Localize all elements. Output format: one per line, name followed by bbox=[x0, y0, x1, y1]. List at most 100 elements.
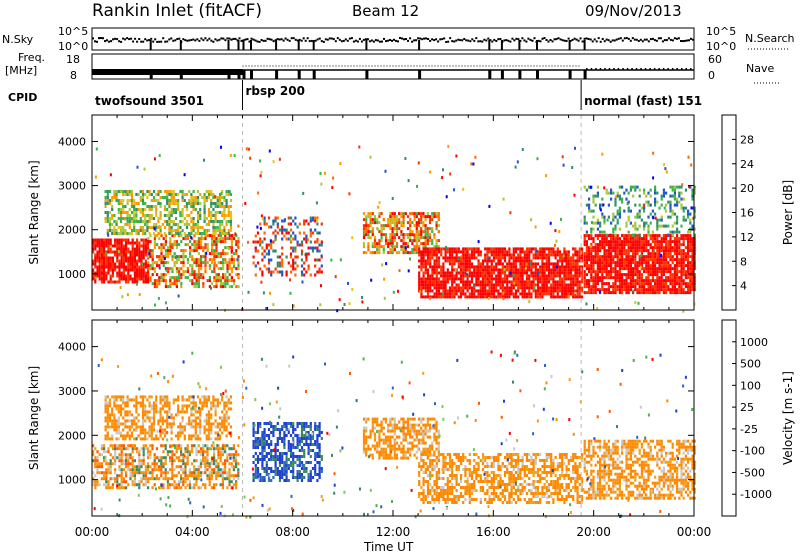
data-pixel bbox=[422, 277, 425, 281]
data-pixel bbox=[125, 259, 128, 263]
data-pixel bbox=[163, 205, 167, 208]
nsky-point bbox=[140, 40, 143, 43]
data-pixel bbox=[100, 268, 103, 272]
data-pixel bbox=[294, 249, 297, 253]
data-pixel bbox=[234, 232, 237, 236]
data-pixel bbox=[415, 251, 418, 255]
data-pixel bbox=[687, 282, 690, 286]
colorbar-tick-label: 12 bbox=[740, 231, 754, 244]
data-pixel bbox=[171, 270, 174, 274]
data-pixel bbox=[514, 292, 518, 296]
data-pixel bbox=[402, 212, 405, 216]
data-pixel bbox=[556, 268, 559, 272]
data-pixel bbox=[634, 255, 637, 259]
data-pixel bbox=[435, 250, 438, 254]
data-pixel bbox=[530, 271, 533, 275]
data-pixel bbox=[484, 265, 487, 269]
data-pixel bbox=[565, 250, 568, 254]
data-pixel bbox=[647, 203, 650, 207]
data-pixel bbox=[172, 220, 175, 223]
data-pixel bbox=[671, 279, 674, 283]
data-pixel bbox=[131, 483, 134, 487]
nave-point bbox=[667, 68, 669, 70]
data-pixel bbox=[539, 265, 542, 269]
data-pixel bbox=[130, 220, 134, 223]
data-pixel bbox=[673, 270, 676, 274]
data-pixel bbox=[365, 251, 368, 255]
data-pixel bbox=[665, 234, 668, 238]
data-pixel bbox=[144, 193, 147, 196]
data-pixel bbox=[219, 240, 222, 244]
nave-point bbox=[681, 68, 683, 70]
nsky-point bbox=[300, 39, 303, 42]
data-pixel bbox=[233, 252, 236, 256]
data-pixel bbox=[669, 203, 672, 207]
data-pixel bbox=[230, 255, 233, 259]
data-pixel bbox=[153, 246, 156, 250]
data-pixel bbox=[116, 244, 119, 248]
data-pixel bbox=[499, 282, 501, 286]
data-pixel bbox=[111, 199, 114, 202]
data-pixel bbox=[490, 292, 493, 296]
data-pixel bbox=[543, 277, 546, 281]
data-pixel bbox=[558, 268, 562, 272]
nsky-point bbox=[168, 38, 171, 41]
data-pixel bbox=[170, 190, 173, 193]
data-pixel bbox=[98, 253, 101, 257]
data-pixel bbox=[390, 221, 392, 225]
data-pixel bbox=[691, 255, 694, 259]
data-pixel bbox=[532, 265, 535, 269]
data-pixel bbox=[122, 256, 125, 260]
data-pixel bbox=[614, 237, 617, 241]
data-pixel bbox=[506, 286, 509, 290]
data-pixel bbox=[457, 247, 460, 251]
data-pixel bbox=[490, 274, 493, 278]
data-pixel bbox=[428, 227, 432, 231]
data-pixel bbox=[612, 243, 615, 247]
data-pixel bbox=[627, 258, 630, 262]
data-pixel bbox=[528, 292, 531, 296]
data-pixel bbox=[147, 240, 150, 244]
data-pixel bbox=[144, 444, 147, 448]
data-pixel bbox=[424, 242, 427, 246]
data-pixel bbox=[129, 474, 132, 478]
data-pixel bbox=[495, 295, 498, 299]
data-pixel bbox=[612, 230, 615, 234]
nsky-point bbox=[431, 38, 434, 41]
data-pixel bbox=[643, 285, 646, 289]
data-pixel bbox=[151, 258, 154, 262]
data-pixel bbox=[693, 264, 696, 268]
data-pixel bbox=[206, 234, 209, 238]
data-pixel bbox=[433, 245, 436, 249]
data-pixel bbox=[665, 209, 668, 213]
data-pixel bbox=[684, 282, 687, 286]
nsky-point bbox=[619, 37, 622, 40]
data-pixel bbox=[444, 289, 447, 293]
data-pixel bbox=[473, 295, 476, 299]
nsky-point bbox=[366, 38, 369, 41]
data-pixel bbox=[107, 233, 110, 237]
data-pixel bbox=[693, 212, 696, 216]
data-pixel bbox=[420, 250, 423, 254]
data-pixel bbox=[147, 280, 150, 284]
data-pixel bbox=[135, 282, 138, 286]
data-pixel bbox=[673, 221, 676, 225]
data-pixel bbox=[601, 246, 604, 250]
data-pixel bbox=[148, 232, 151, 235]
data-pixel bbox=[181, 193, 184, 196]
data-pixel bbox=[159, 232, 162, 235]
data-pixel bbox=[100, 444, 103, 448]
data-pixel bbox=[202, 285, 205, 289]
data-pixel bbox=[117, 226, 120, 229]
data-pixel bbox=[166, 214, 169, 217]
data-pixel bbox=[451, 292, 454, 296]
data-pixel bbox=[289, 255, 293, 259]
data-pixel bbox=[658, 258, 661, 262]
data-pixel bbox=[623, 249, 626, 253]
data-pixel bbox=[225, 193, 228, 196]
data-pixel bbox=[135, 202, 138, 205]
data-pixel bbox=[437, 230, 440, 234]
data-pixel bbox=[486, 253, 489, 257]
data-pixel bbox=[490, 280, 493, 284]
data-pixel bbox=[415, 221, 418, 225]
